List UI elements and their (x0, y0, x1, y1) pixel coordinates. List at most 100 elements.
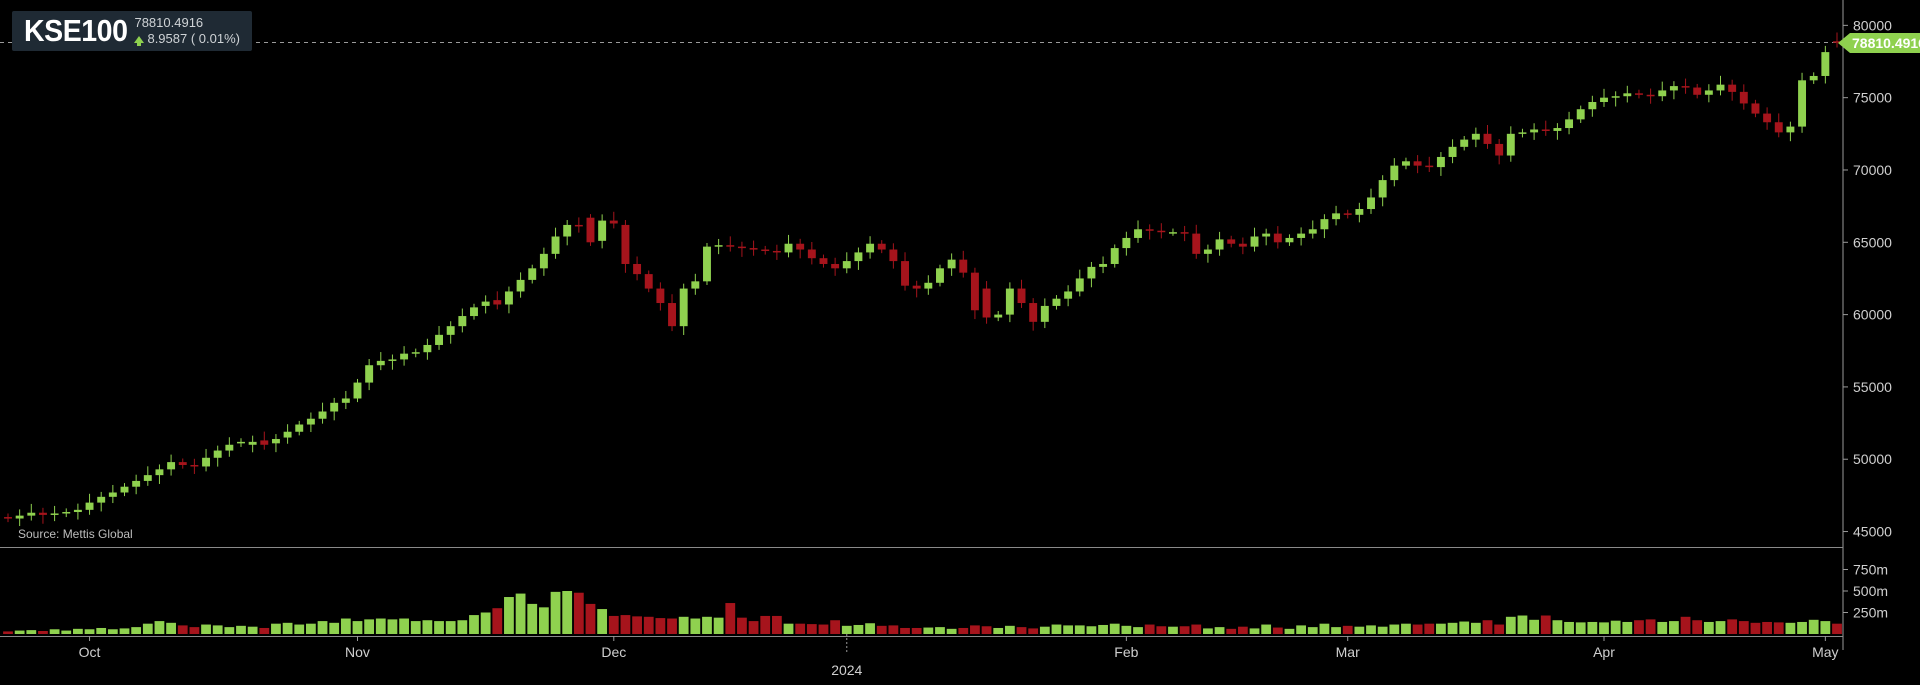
candle-body (1541, 129, 1550, 131)
candle-body (1238, 243, 1247, 247)
volume-bar (1284, 628, 1295, 634)
candle-body (1565, 119, 1574, 129)
candle-body (1134, 229, 1142, 238)
candle-body (388, 359, 397, 361)
candle-body (143, 475, 152, 481)
volume-bar (1517, 615, 1528, 634)
candle-body (1798, 80, 1807, 127)
volume-bar (643, 616, 654, 634)
volume-bar (1680, 616, 1691, 634)
volume-bar (1529, 619, 1540, 634)
last-price: 78810.4916 (134, 15, 204, 30)
volume-bar (84, 629, 95, 634)
candle-body (982, 288, 991, 318)
volume-bar (1272, 627, 1283, 634)
candle-body (1483, 133, 1492, 144)
volume-bar (1039, 626, 1050, 634)
candle-body (772, 250, 781, 253)
candle-body (237, 441, 245, 444)
candle-body (1751, 103, 1760, 114)
x-year-label: 2024 (831, 662, 862, 678)
volume-bar (1703, 621, 1714, 634)
x-tick-label: Mar (1336, 644, 1360, 660)
candle-body (1110, 248, 1119, 264)
volume-bar (410, 621, 421, 634)
candle-body (260, 440, 269, 445)
candle-body (656, 288, 665, 304)
volume-bar (1342, 625, 1353, 634)
volume-bar (1459, 621, 1470, 634)
candle-body (842, 261, 851, 269)
volume-bar (119, 628, 130, 634)
volume-bar (1599, 622, 1609, 634)
candle-body (726, 245, 735, 247)
volume-bar (26, 630, 37, 634)
candle-body (1355, 209, 1364, 215)
last-price-tag: 78810.4916 (1838, 33, 1920, 53)
volume-tick-label: 250m (1853, 605, 1888, 621)
candle-body (1716, 84, 1725, 91)
candle-body (1099, 263, 1108, 267)
volume-bar (678, 616, 689, 634)
volume-bar (655, 618, 666, 634)
candle-body (1075, 278, 1084, 292)
candle-body (796, 243, 805, 250)
candle-body (15, 515, 24, 519)
candle-body (1436, 156, 1445, 168)
candle-body (1402, 161, 1410, 166)
candle-body (819, 258, 828, 264)
candle-body (959, 259, 968, 273)
candle-body (167, 462, 176, 470)
volume-bar (713, 617, 724, 634)
candle-body (1192, 233, 1201, 254)
candle-body (889, 249, 898, 262)
volume-bar (1762, 621, 1772, 634)
candle-body (248, 441, 257, 445)
price-tick-label: 45000 (1853, 524, 1892, 540)
candle-body (1518, 132, 1527, 134)
candle-body (446, 326, 455, 335)
x-tick-label: Nov (345, 644, 370, 660)
candle-body (481, 301, 490, 306)
candle-body (679, 288, 688, 327)
volume-bar (900, 627, 910, 634)
candle-body (1029, 303, 1038, 322)
volume-bar (294, 624, 305, 634)
volume-bar (1715, 621, 1726, 634)
price-tick-label: 55000 (1853, 379, 1892, 395)
candle-body (1017, 288, 1026, 304)
volume-bar (1820, 621, 1831, 634)
candle-body (1064, 291, 1073, 299)
candle-body (411, 352, 420, 354)
x-tick-label: Feb (1114, 644, 1138, 660)
volume-bar (1727, 619, 1738, 634)
candle-body (970, 272, 979, 311)
volume-bar (131, 627, 142, 634)
price-tick-label: 50000 (1853, 451, 1892, 467)
candle-body (1833, 41, 1841, 43)
candle-body (1227, 239, 1236, 244)
candle-body (295, 424, 304, 432)
candle-body (283, 431, 292, 438)
volume-bar (1575, 622, 1586, 634)
candle-body (1367, 197, 1375, 210)
candle-body (1413, 161, 1422, 166)
volume-bar (690, 618, 701, 634)
volume-bar (201, 624, 211, 634)
volume-bar (1436, 623, 1446, 634)
source-note: Source: Mettis Global (18, 527, 133, 541)
volume-bar (177, 625, 188, 634)
volume-bar (1237, 626, 1248, 634)
candle-body (1646, 94, 1655, 97)
candle-body (1425, 165, 1434, 168)
candle-body (1285, 237, 1294, 243)
candle-body (1320, 219, 1329, 230)
candle-body (493, 300, 502, 305)
volume-bar (737, 617, 747, 634)
volume-bar (1692, 620, 1703, 634)
volume-bar (993, 627, 1004, 634)
candle-body (1553, 128, 1562, 131)
volume-bar (958, 627, 969, 634)
